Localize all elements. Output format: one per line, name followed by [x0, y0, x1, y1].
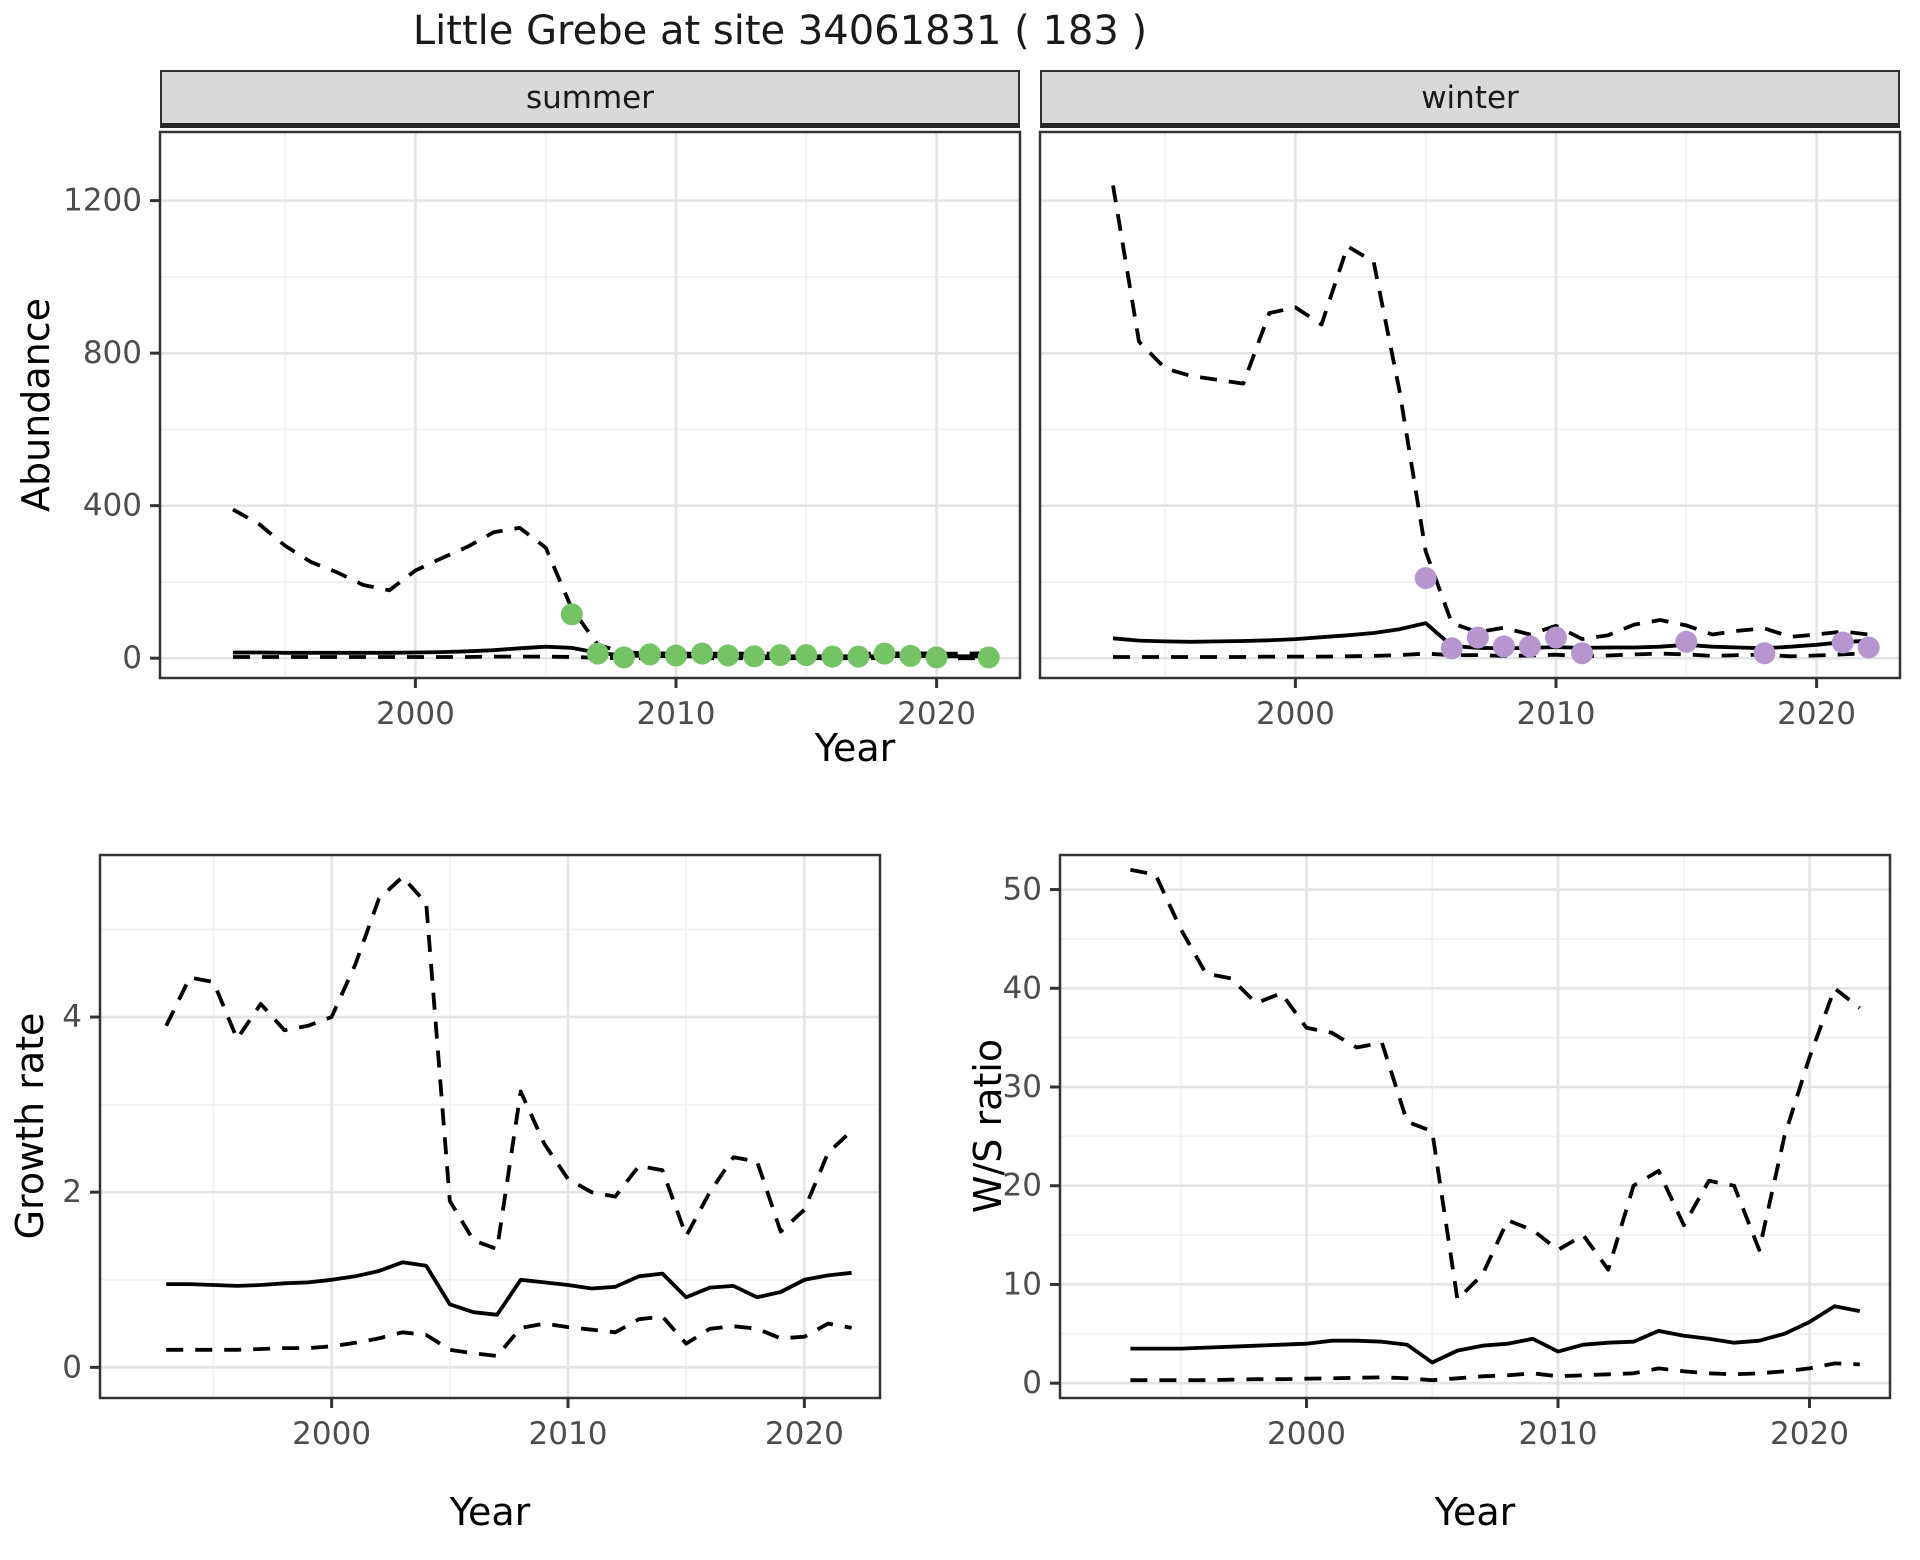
svg-text:2010: 2010	[1519, 1416, 1598, 1452]
svg-text:20: 20	[1003, 1168, 1042, 1204]
svg-text:2020: 2020	[765, 1416, 844, 1452]
svg-text:2000: 2000	[376, 696, 455, 732]
svg-text:2000: 2000	[292, 1416, 371, 1452]
svg-text:2: 2	[62, 1174, 82, 1210]
svg-text:0: 0	[122, 640, 142, 676]
svg-text:2010: 2010	[1517, 696, 1596, 732]
facet-strip-winter: winter	[1040, 70, 1900, 128]
winter-abundance-chart: 2000 2010 2020	[1038, 130, 1902, 732]
svg-text:2020: 2020	[1777, 696, 1856, 732]
svg-text:2000: 2000	[1256, 696, 1335, 732]
svg-text:4: 4	[62, 999, 82, 1035]
ws-year-axis-title: Year	[1434, 1490, 1516, 1534]
svg-text:2020: 2020	[1770, 1416, 1849, 1452]
ws-ratio-axis-title: W/S ratio	[966, 1038, 1010, 1214]
growth-rate-chart: 2000 2010 2020 0 2 4	[62, 853, 882, 1452]
facet-strip-winter-label: winter	[1421, 79, 1519, 116]
svg-text:10: 10	[1003, 1266, 1042, 1302]
svg-text:2010: 2010	[637, 696, 716, 732]
svg-text:1200: 1200	[63, 183, 142, 219]
svg-text:50: 50	[1003, 872, 1042, 908]
page-title: Little Grebe at site 34061831 ( 183 )	[412, 8, 1148, 54]
svg-text:0: 0	[1022, 1365, 1042, 1401]
growth-rate-axis-title: Growth rate	[8, 1012, 52, 1240]
svg-text:400: 400	[83, 488, 142, 524]
svg-text:0: 0	[62, 1349, 82, 1385]
facet-strip-summer: summer	[160, 70, 1020, 128]
ws-ratio-chart: 2000 2010 2020 0 10 20 30 40 50	[1003, 853, 1892, 1452]
top-year-axis-title: Year	[814, 726, 896, 770]
svg-text:30: 30	[1003, 1069, 1042, 1105]
facet-strip-summer-label: summer	[525, 79, 654, 116]
growth-year-axis-title: Year	[449, 1490, 531, 1534]
svg-text:2010: 2010	[529, 1416, 608, 1452]
abundance-axis-title: Abundance	[14, 297, 58, 513]
abundance-y-axis: 0 400 800 1200	[63, 183, 160, 676]
summer-abundance-chart: 2000 2010 2020	[158, 130, 1022, 732]
svg-text:2000: 2000	[1267, 1416, 1346, 1452]
svg-text:40: 40	[1003, 970, 1042, 1006]
svg-text:2020: 2020	[897, 696, 976, 732]
svg-text:800: 800	[83, 335, 142, 371]
